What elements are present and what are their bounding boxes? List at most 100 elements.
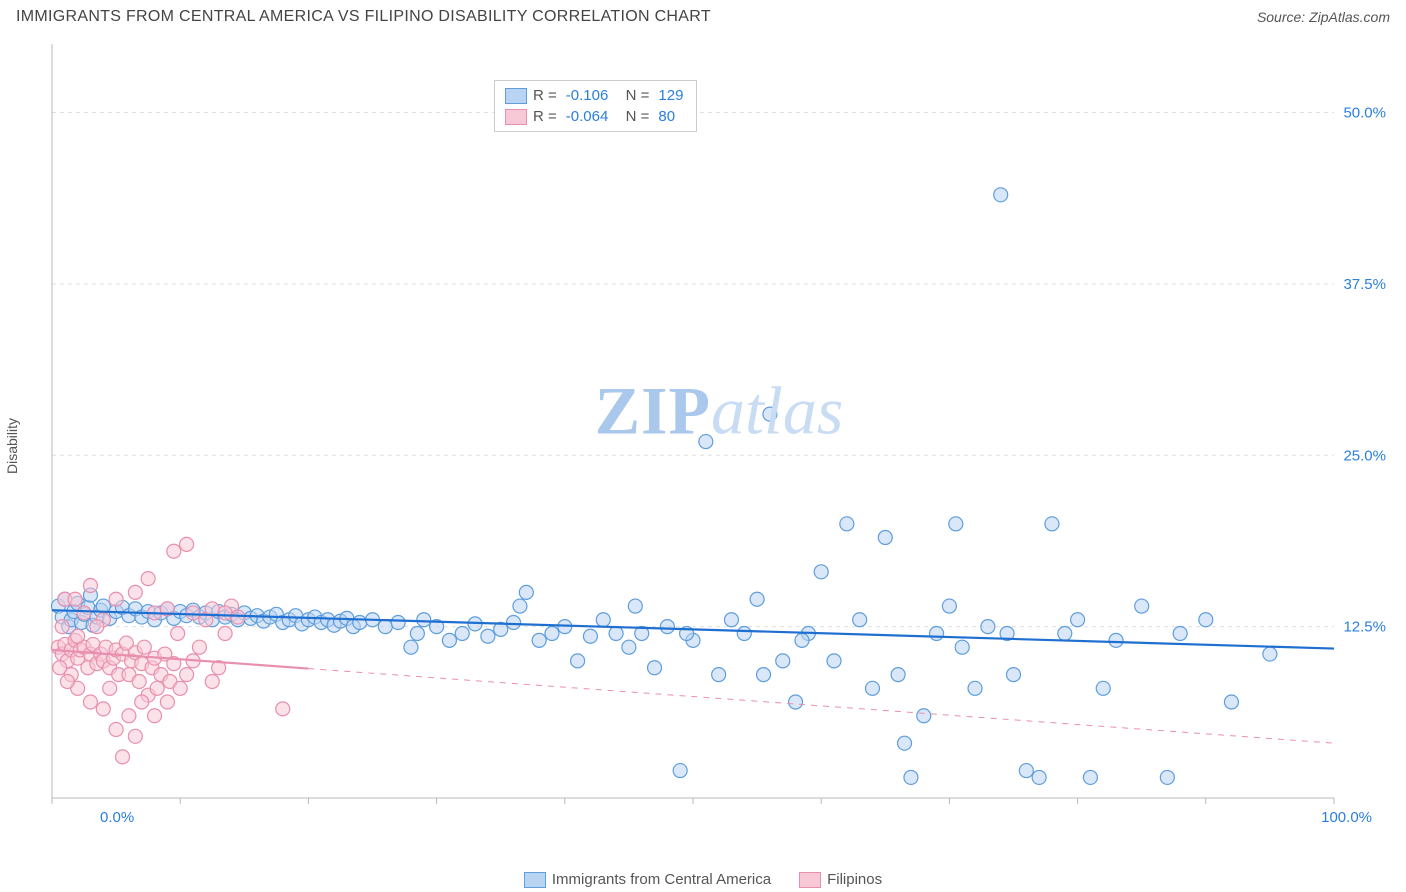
scatter-point [1083, 770, 1097, 784]
scatter-point [83, 695, 97, 709]
r-value: -0.106 [566, 87, 609, 104]
scatter-point [122, 709, 136, 723]
scatter-point [981, 620, 995, 634]
scatter-point [628, 599, 642, 613]
scatter-point [673, 764, 687, 778]
scatter-point [83, 579, 97, 593]
scatter-point [103, 681, 117, 695]
scatter-point [891, 668, 905, 682]
y-tick-label: 37.5% [1343, 276, 1386, 293]
scatter-point [1058, 626, 1072, 640]
scatter-point [994, 188, 1008, 202]
scatter-point [68, 592, 82, 606]
y-tick-label: 25.0% [1343, 447, 1386, 464]
scatter-point [128, 585, 142, 599]
legend-stats-row: R = -0.064 N = 80 [505, 106, 686, 127]
legend-series: Immigrants from Central America Filipinos [0, 871, 1406, 888]
r-label: R = [533, 87, 557, 104]
scatter-point [128, 729, 142, 743]
scatter-point [391, 616, 405, 630]
scatter-point [160, 695, 174, 709]
legend-item: Immigrants from Central America [524, 871, 771, 888]
scatter-point [481, 629, 495, 643]
scatter-point [60, 674, 74, 688]
scatter-point [1007, 668, 1021, 682]
scatter-point [71, 629, 85, 643]
scatter-point [109, 722, 123, 736]
scatter-point [519, 585, 533, 599]
scatter-point [622, 640, 636, 654]
source-credit: Source: ZipAtlas.com [1257, 9, 1390, 25]
n-label: N = [617, 87, 649, 104]
legend-swatch [505, 109, 527, 125]
scatter-point [795, 633, 809, 647]
scatter-point [789, 695, 803, 709]
scatter-point [137, 640, 151, 654]
scatter-point [186, 606, 200, 620]
scatter-point [132, 674, 146, 688]
scatter-point [660, 620, 674, 634]
scatter-point [148, 709, 162, 723]
scatter-point [1109, 633, 1123, 647]
scatter-point [141, 572, 155, 586]
scatter-point [442, 633, 456, 647]
n-value: 129 [658, 87, 683, 104]
x-axis-min-label: 0.0% [100, 809, 134, 826]
scatter-point [917, 709, 931, 723]
trend-line-dashed [308, 669, 1334, 744]
scatter-point [840, 517, 854, 531]
scatter-point [1045, 517, 1059, 531]
scatter-point [1199, 613, 1213, 627]
scatter-point [77, 606, 91, 620]
scatter-point [1096, 681, 1110, 695]
y-tick-label: 12.5% [1343, 619, 1386, 636]
scatter-point [1224, 695, 1238, 709]
scatter-point [1160, 770, 1174, 784]
scatter-point [904, 770, 918, 784]
scatter-point [455, 626, 469, 640]
scatter-point [648, 661, 662, 675]
scatter-point [378, 620, 392, 634]
y-axis-label: Disability [4, 418, 20, 474]
legend-stats-box: R = -0.106 N = 129 R = -0.064 N = 80 [494, 80, 697, 132]
scatter-point [180, 537, 194, 551]
r-label: R = [533, 108, 557, 125]
scatter-point [596, 613, 610, 627]
scatter-point [1019, 764, 1033, 778]
scatter-point [930, 626, 944, 640]
legend-label: Immigrants from Central America [552, 871, 771, 888]
scatter-point [827, 654, 841, 668]
scatter-point [109, 592, 123, 606]
scatter-point [955, 640, 969, 654]
scatter-point [712, 668, 726, 682]
scatter-point [90, 620, 104, 634]
legend-label: Filipinos [827, 871, 882, 888]
scatter-point [231, 610, 245, 624]
legend-item: Filipinos [799, 871, 882, 888]
scatter-point [1263, 647, 1277, 661]
scatter-point [757, 668, 771, 682]
scatter-point [171, 626, 185, 640]
scatter-point [545, 626, 559, 640]
scatter-point [699, 435, 713, 449]
r-value: -0.064 [566, 108, 609, 125]
chart-title: IMMIGRANTS FROM CENTRAL AMERICA VS FILIP… [16, 8, 711, 26]
scatter-point [404, 640, 418, 654]
scatter-point [167, 544, 181, 558]
legend-swatch [799, 872, 821, 888]
x-axis-max-label: 100.0% [1321, 809, 1372, 826]
scatter-point [1071, 613, 1085, 627]
scatter-point [571, 654, 585, 668]
scatter-point [180, 668, 194, 682]
scatter-point [583, 629, 597, 643]
scatter-point [724, 613, 738, 627]
chart-area: 12.5%25.0%37.5%50.0% ZIPatlas R =-0.106 … [44, 38, 1394, 848]
scatter-point [205, 674, 219, 688]
n-label: N = [617, 108, 649, 125]
n-value: 80 [658, 108, 675, 125]
scatter-point [513, 599, 527, 613]
scatter-point [942, 599, 956, 613]
scatter-chart: 12.5%25.0%37.5%50.0% [44, 38, 1394, 848]
scatter-point [968, 681, 982, 695]
scatter-point [55, 620, 69, 634]
